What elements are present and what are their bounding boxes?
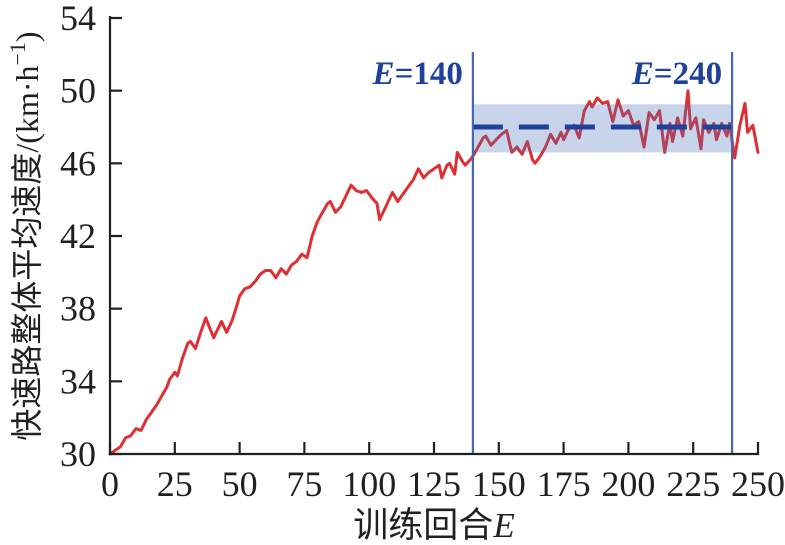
x-axis-title: 训练回合E: [353, 506, 514, 545]
y-tick-label-46: 46: [60, 143, 96, 183]
tick-labels-layer: 30 34 38 42 46 50 54 0 25 50 75 100 125 150 175 200 225 2…: [60, 0, 785, 504]
y-tick-label-38: 38: [60, 289, 96, 329]
stability-band-layer: [472, 104, 733, 153]
y-axis-title: 快速路整体平均速度/(km·h−1): [5, 31, 45, 440]
y-axis-title-superscript: −1: [5, 42, 30, 65]
annotation-variable: E: [631, 56, 654, 92]
axes-layer: [108, 16, 760, 456]
x-tick-label-250: 250: [731, 464, 785, 504]
x-tick-label-225: 225: [666, 464, 720, 504]
y-tick-label-30: 30: [60, 434, 96, 474]
y-tick-label-42: 42: [60, 216, 96, 256]
x-axis-title-text: 训练回合: [353, 506, 493, 545]
x-tick-label-0: 0: [101, 464, 119, 504]
y-tick-label-50: 50: [60, 71, 96, 111]
y-axis-title-text: 快速路整体平均速度/(km·h: [9, 65, 45, 440]
annotation-value: =140: [395, 56, 463, 92]
x-axis-title-variable: E: [492, 506, 514, 545]
x-tick-label-50: 50: [222, 464, 258, 504]
x-tick-label-25: 25: [157, 464, 193, 504]
y-tick-label-54: 54: [60, 0, 96, 38]
speed-curve-layer: [108, 89, 760, 456]
marker-lines-layer: [471, 52, 734, 454]
x-tick-label-100: 100: [342, 464, 396, 504]
x-tick-label-125: 125: [407, 464, 461, 504]
episode-annotation-140: E=140: [372, 56, 463, 92]
x-tick-label-175: 175: [537, 464, 591, 504]
x-tick-label-75: 75: [286, 464, 322, 504]
x-tick-label-200: 200: [601, 464, 655, 504]
annotation-value: =240: [654, 56, 722, 92]
annotation-variable: E: [372, 56, 395, 92]
episode-annotation-240: E=240: [631, 56, 722, 92]
x-tick-label-150: 150: [472, 464, 526, 504]
speed-curve: [108, 89, 760, 456]
y-axis-title-close-paren: ): [9, 31, 45, 42]
y-tick-label-34: 34: [60, 361, 96, 401]
annotations-layer: E=140 E=240: [372, 56, 723, 92]
stability-band: [472, 104, 733, 153]
